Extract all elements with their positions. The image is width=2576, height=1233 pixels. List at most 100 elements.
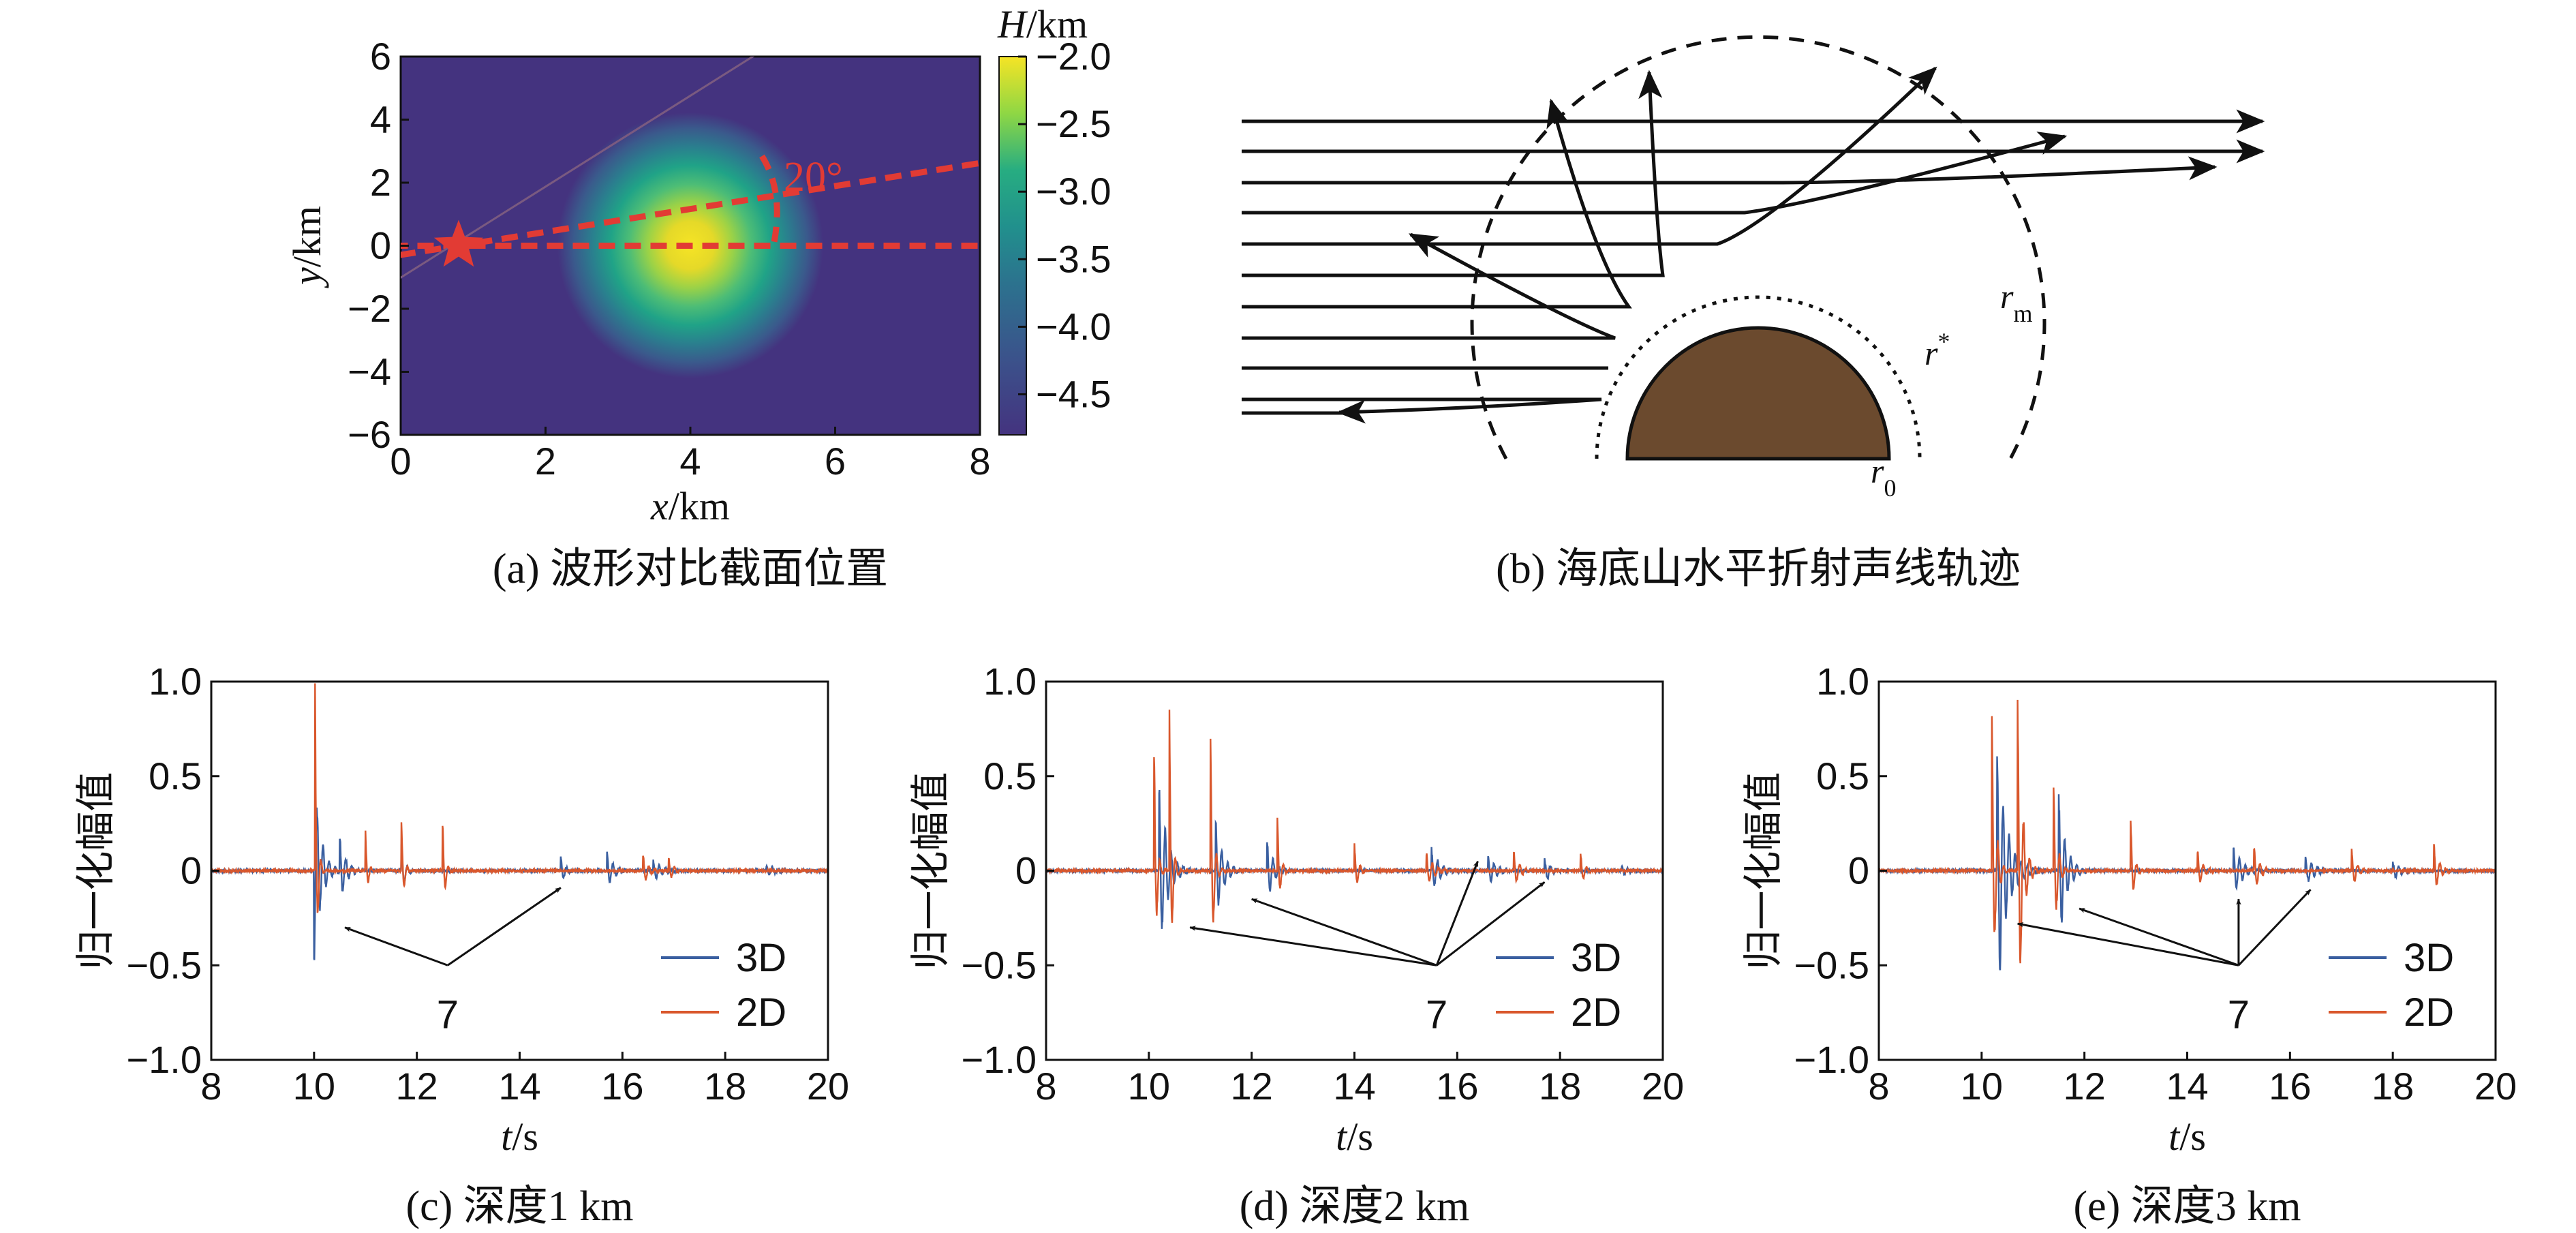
ray-10: [1242, 397, 1602, 424]
caption-e: (e) 深度3 km: [2073, 1183, 2301, 1230]
colorbar: [998, 56, 1027, 436]
y-tick-label: 1.0: [983, 660, 1037, 703]
legend-label-3D: 3D: [2404, 936, 2454, 980]
caption-c: (c) 深度1 km: [405, 1183, 633, 1230]
annotation-arrow: [447, 887, 562, 966]
x-tick-label: 12: [396, 1065, 438, 1108]
annotation-arrow: [2017, 922, 2239, 966]
circle-rstar: [1595, 295, 1922, 459]
y-tick-label: 0.5: [149, 755, 202, 797]
y-tick-label: −2: [348, 287, 391, 330]
heatmap-xlabel: x/km: [650, 484, 730, 528]
x-tick-label: 16: [601, 1065, 643, 1108]
y-tick-label: 4: [370, 98, 391, 141]
x-tick-label: 8: [1868, 1065, 1889, 1108]
x-tick-label: 14: [2166, 1065, 2208, 1108]
annotation-arrow: [344, 926, 448, 966]
y-tick-label: 1.0: [149, 660, 202, 703]
colorbar-tick-label: −4.0: [1036, 305, 1111, 348]
panel-b: rm r* r0 (b) 海底山水平折射声线轨迹: [1242, 35, 2265, 592]
y-tick-label: 1.0: [1816, 660, 1869, 703]
label-r0: r0: [1871, 452, 1896, 502]
x-tick-label: 0: [390, 440, 411, 483]
waveform-panels: 8 10 12 14 16 18 20 1.0 0.5 0 −0.5 −1.0 t/s 归一化幅值 3D 2D…: [74, 660, 2517, 1230]
annotation-arrow: [1189, 926, 1437, 966]
y-tick-label: −0.5: [961, 943, 1037, 986]
series-2D-line: [1045, 710, 1663, 924]
waveform-panel-e: 8 10 12 14 16 18 20 1.0 0.5 0 −0.5 −1.0 t/s 归一化幅值 3D 2D…: [1741, 660, 2517, 1230]
heatmap-axes-ticks: 0 2 4 6 8 6 4 2 0 −2 −4 −6: [348, 35, 990, 483]
y-tick-label: 0: [370, 224, 391, 267]
x-tick-label: 10: [293, 1065, 335, 1108]
annotation-arrow: [2237, 889, 2312, 966]
x-tick-label: 2: [535, 440, 556, 483]
colorbar-tick-label: −2.5: [1036, 102, 1111, 145]
y-tick-label: −1.0: [961, 1038, 1037, 1081]
x-tick-label: 8: [200, 1065, 221, 1108]
x-tick-label: 8: [969, 440, 990, 483]
caption-a: (a) 波形对比截面位置: [493, 546, 888, 592]
y-tick-label: −1.0: [126, 1038, 202, 1081]
x-axis-var: t: [501, 1114, 513, 1159]
y-axis-label: 归一化幅值: [908, 772, 953, 969]
x-tick-label: 10: [1961, 1065, 2003, 1108]
caption-b: (b) 海底山水平折射声线轨迹: [1496, 546, 2021, 592]
colorbar-ticks: −2.0 −2.5 −3.0 −3.5 −4.0 −4.5: [1018, 35, 1111, 416]
colorbar-tick-label: −2.0: [1036, 35, 1111, 78]
angle-label: 20°: [784, 154, 843, 200]
colorbar-title: H/km: [997, 2, 1088, 46]
ray-4: [1242, 132, 2068, 215]
label-rstar: r*: [1925, 328, 1950, 372]
x-tick-label: 8: [1035, 1065, 1056, 1108]
y-tick-label: −0.5: [1794, 943, 1869, 986]
panel-a: 20° 0 2 4 6 8 6 4 2 0 −2 −4 −6 x/km y/km −2.0 −2.5 −3…: [285, 2, 1111, 592]
x-tick-label: 20: [1642, 1065, 1684, 1108]
x-tick-label: 10: [1128, 1065, 1170, 1108]
ray-8: [1242, 232, 1616, 340]
x-tick-label: 16: [1436, 1065, 1478, 1108]
y-tick-label: 0: [181, 849, 202, 892]
y-tick-label: 6: [370, 35, 391, 78]
colorbar-tick-label: −3.5: [1036, 237, 1111, 280]
ray-3: [1242, 156, 2218, 185]
x-tick-label: 12: [1231, 1065, 1273, 1108]
x-tick-label: 6: [825, 440, 846, 483]
x-tick-label: 18: [1539, 1065, 1581, 1108]
x-tick-label: 4: [679, 440, 701, 483]
y-tick-label: 0: [1015, 849, 1037, 892]
x-tick-label: 20: [2474, 1065, 2517, 1108]
x-tick-label: 14: [498, 1065, 540, 1108]
y-tick-label: −0.5: [126, 943, 202, 986]
y-tick-label: −6: [348, 413, 391, 456]
y-tick-label: 2: [370, 161, 391, 204]
x-axis-label: t/s: [1336, 1114, 1373, 1159]
x-axis-var: t: [1336, 1114, 1348, 1159]
x-axis-label: t/s: [2168, 1114, 2206, 1159]
x-axis-unit: /s: [512, 1114, 538, 1159]
x-axis-var: t: [2168, 1114, 2181, 1159]
x-tick-label: 12: [2064, 1065, 2106, 1108]
legend-label-2D: 2D: [736, 990, 786, 1035]
source-star-icon: [433, 219, 484, 267]
ray-7: [1242, 98, 1632, 309]
annotation-arrow: [1435, 860, 1479, 966]
y-tick-label: −4: [348, 350, 391, 393]
annotation-label: 7: [2228, 992, 2250, 1037]
x-axis-unit: /s: [1347, 1114, 1373, 1159]
x-tick-label: 18: [704, 1065, 746, 1108]
x-tick-label: 18: [2372, 1065, 2414, 1108]
x-axis-unit: /s: [2179, 1114, 2206, 1159]
series-2D-line: [1877, 699, 2497, 964]
ray-6: [1242, 70, 1665, 277]
heatmap-ylabel: y/km: [285, 206, 329, 288]
angle-arc: [759, 154, 780, 243]
ray-5: [1242, 66, 1937, 246]
y-tick-label: 0: [1848, 849, 1869, 892]
legend-label-3D: 3D: [1571, 936, 1621, 980]
seamount-body: [1625, 326, 1891, 461]
x-axis-label: t/s: [501, 1114, 538, 1159]
y-tick-label: −1.0: [1794, 1038, 1869, 1081]
annotation-arrow: [2079, 907, 2239, 966]
ray-paths: [1242, 66, 2265, 424]
